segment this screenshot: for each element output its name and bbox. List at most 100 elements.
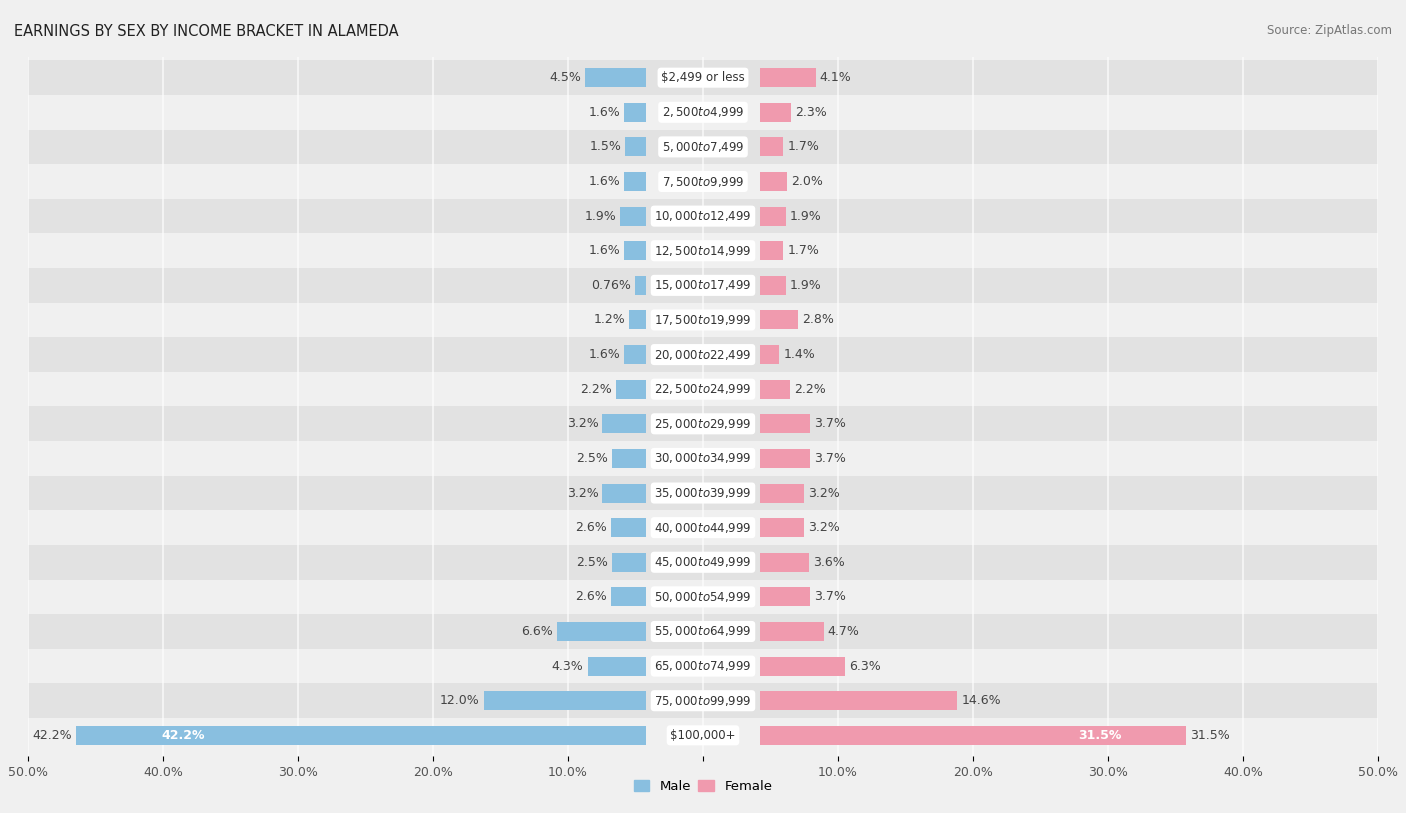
Bar (28, 302, 1378, 337)
Text: 1.7%: 1.7% (787, 141, 820, 154)
Bar (761, 68, 815, 87)
Text: 3.2%: 3.2% (567, 417, 599, 430)
Text: 3.2%: 3.2% (807, 486, 839, 499)
Text: 2.6%: 2.6% (575, 590, 606, 603)
Bar (28, 545, 1378, 580)
Bar (28, 164, 1378, 199)
Text: $22,500 to $24,999: $22,500 to $24,999 (654, 382, 752, 396)
Bar (28, 511, 1378, 545)
Text: 3.7%: 3.7% (814, 417, 846, 430)
Text: $30,000 to $34,999: $30,000 to $34,999 (654, 451, 752, 465)
Bar (28, 337, 1378, 372)
Bar (612, 449, 645, 468)
Text: 42.2%: 42.2% (32, 728, 72, 741)
Text: 2.5%: 2.5% (576, 452, 607, 465)
Text: $65,000 to $74,999: $65,000 to $74,999 (654, 659, 752, 673)
Text: 3.7%: 3.7% (814, 452, 846, 465)
Bar (28, 406, 1378, 441)
Bar (761, 449, 810, 468)
Text: $50,000 to $54,999: $50,000 to $54,999 (654, 590, 752, 604)
Text: Source: ZipAtlas.com: Source: ZipAtlas.com (1267, 24, 1392, 37)
Bar (76, 726, 645, 745)
Bar (761, 380, 790, 398)
Text: $20,000 to $22,499: $20,000 to $22,499 (654, 348, 752, 362)
Text: 2.5%: 2.5% (576, 556, 607, 569)
Bar (28, 199, 1378, 233)
Bar (616, 380, 645, 398)
Bar (28, 684, 1378, 718)
Text: $55,000 to $64,999: $55,000 to $64,999 (654, 624, 752, 638)
Text: 1.4%: 1.4% (783, 348, 815, 361)
Text: 1.6%: 1.6% (588, 106, 620, 119)
Text: 0.76%: 0.76% (592, 279, 631, 292)
Bar (636, 276, 645, 295)
Text: 1.5%: 1.5% (589, 141, 621, 154)
Text: 6.3%: 6.3% (849, 659, 882, 672)
Text: 3.7%: 3.7% (814, 590, 846, 603)
Text: 1.9%: 1.9% (790, 279, 823, 292)
Bar (761, 587, 810, 606)
Bar (761, 691, 957, 711)
Text: 1.6%: 1.6% (588, 244, 620, 257)
Bar (761, 726, 1185, 745)
Text: 2.2%: 2.2% (794, 383, 825, 396)
Text: 1.7%: 1.7% (787, 244, 820, 257)
Text: 4.3%: 4.3% (551, 659, 583, 672)
Text: $75,000 to $99,999: $75,000 to $99,999 (654, 693, 752, 707)
Text: 4.5%: 4.5% (548, 72, 581, 85)
Bar (28, 95, 1378, 129)
Bar (28, 268, 1378, 302)
Bar (761, 657, 845, 676)
Text: $40,000 to $44,999: $40,000 to $44,999 (654, 520, 752, 535)
Bar (28, 441, 1378, 476)
Text: 4.1%: 4.1% (820, 72, 852, 85)
Bar (761, 311, 799, 329)
Text: $5,000 to $7,499: $5,000 to $7,499 (662, 140, 744, 154)
Bar (602, 484, 645, 502)
Text: $12,500 to $14,999: $12,500 to $14,999 (654, 244, 752, 258)
Bar (610, 587, 645, 606)
Text: 31.5%: 31.5% (1078, 728, 1122, 741)
Bar (602, 415, 645, 433)
Text: 2.3%: 2.3% (796, 106, 827, 119)
Bar (624, 102, 645, 122)
Text: 2.6%: 2.6% (575, 521, 606, 534)
Bar (761, 172, 787, 191)
Text: 2.0%: 2.0% (792, 175, 824, 188)
Text: 4.7%: 4.7% (828, 625, 859, 638)
Text: 12.0%: 12.0% (440, 694, 479, 707)
Text: 1.9%: 1.9% (583, 210, 616, 223)
Text: 1.9%: 1.9% (790, 210, 823, 223)
Bar (626, 137, 645, 156)
Text: EARNINGS BY SEX BY INCOME BRACKET IN ALAMEDA: EARNINGS BY SEX BY INCOME BRACKET IN ALA… (14, 24, 399, 39)
Text: $2,499 or less: $2,499 or less (661, 72, 745, 85)
Bar (761, 415, 810, 433)
Bar (28, 60, 1378, 95)
Bar (761, 622, 824, 641)
Bar (630, 311, 645, 329)
Bar (28, 580, 1378, 614)
Text: 14.6%: 14.6% (962, 694, 1001, 707)
Text: 42.2%: 42.2% (162, 728, 205, 741)
Text: $35,000 to $39,999: $35,000 to $39,999 (654, 486, 752, 500)
Bar (624, 241, 645, 260)
Text: $7,500 to $9,999: $7,500 to $9,999 (662, 175, 744, 189)
Bar (624, 345, 645, 364)
Text: 3.6%: 3.6% (813, 556, 845, 569)
Bar (761, 207, 786, 226)
Text: 3.2%: 3.2% (807, 521, 839, 534)
Text: 1.6%: 1.6% (588, 348, 620, 361)
Bar (761, 137, 783, 156)
Text: 2.2%: 2.2% (581, 383, 612, 396)
Bar (28, 718, 1378, 753)
Bar (624, 172, 645, 191)
Bar (761, 518, 804, 537)
Bar (484, 691, 645, 711)
Bar (610, 518, 645, 537)
Text: 2.8%: 2.8% (803, 314, 834, 327)
Bar (28, 614, 1378, 649)
Text: 1.6%: 1.6% (588, 175, 620, 188)
Bar (28, 129, 1378, 164)
Text: $10,000 to $12,499: $10,000 to $12,499 (654, 209, 752, 223)
Bar (588, 657, 645, 676)
